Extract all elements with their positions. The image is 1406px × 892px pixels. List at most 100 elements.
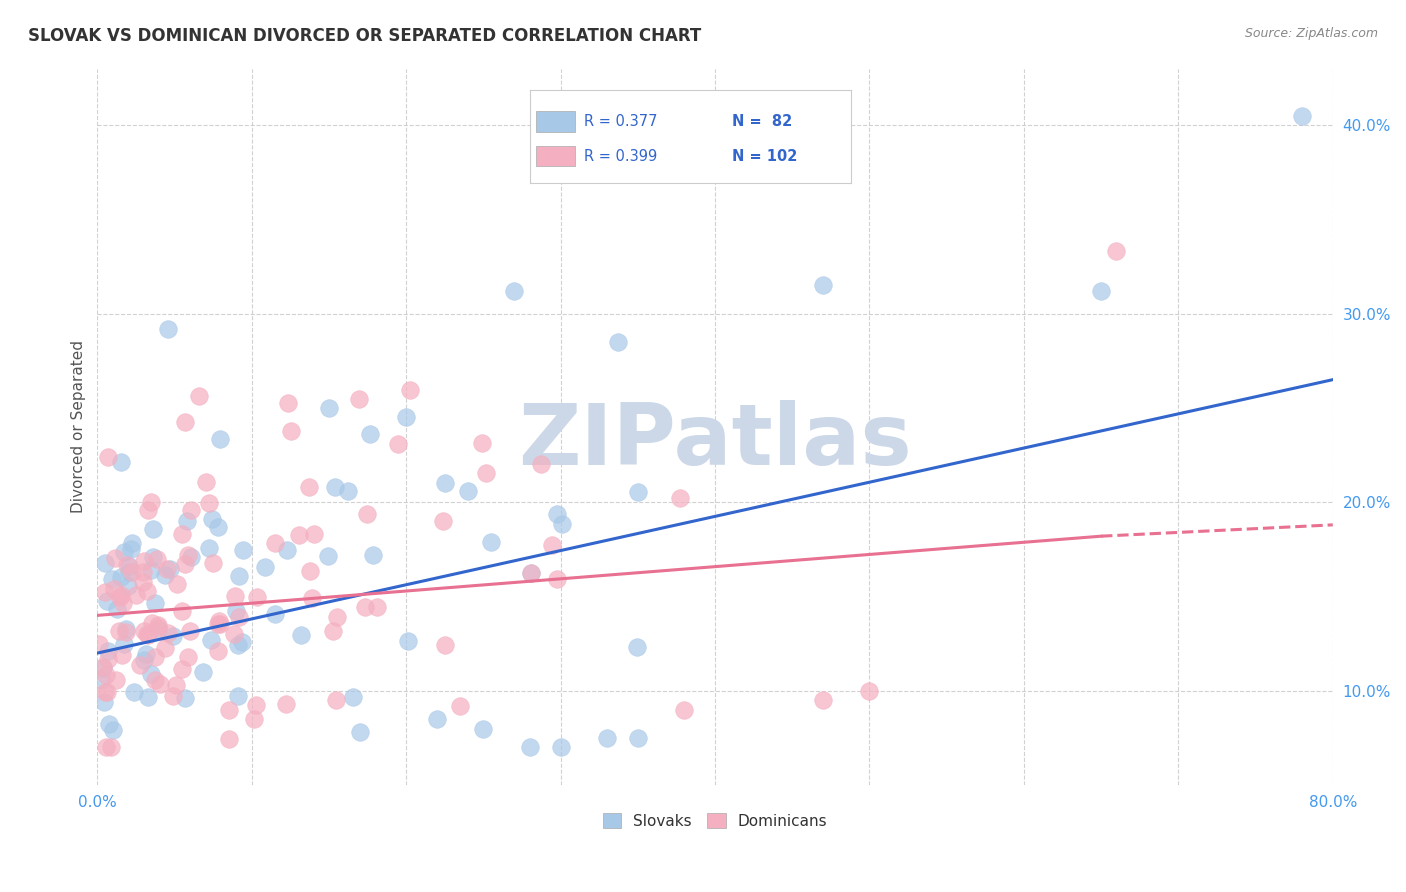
Point: [132, 653, 155, 667]
Point: [94, 585, 117, 599]
Point: [174, 558, 197, 572]
Point: [200, 633, 222, 648]
Point: [94, 684, 117, 698]
Point: [228, 689, 250, 703]
Point: [134, 554, 156, 568]
Point: [297, 480, 319, 494]
Point: [110, 588, 132, 602]
Point: [100, 572, 122, 586]
Point: [457, 483, 479, 498]
Point: [349, 725, 371, 739]
Point: [132, 624, 155, 639]
Point: [207, 644, 229, 658]
Point: [132, 565, 155, 579]
Text: ZIPatlas: ZIPatlas: [519, 400, 912, 483]
Point: [96, 450, 118, 464]
Legend: Slovaks, Dominicans: Slovaks, Dominicans: [596, 806, 834, 835]
Point: [359, 427, 381, 442]
Point: [225, 604, 247, 618]
Point: [107, 602, 129, 616]
Point: [143, 649, 166, 664]
Text: SLOVAK VS DOMINICAN DIVORCED OR SEPARATED CORRELATION CHART: SLOVAK VS DOMINICAN DIVORCED OR SEPARATE…: [28, 27, 702, 45]
Point: [1090, 284, 1112, 298]
Point: [135, 627, 157, 641]
Point: [162, 689, 184, 703]
Point: [96, 739, 118, 754]
Point: [290, 628, 312, 642]
Point: [121, 536, 143, 550]
Point: [94, 667, 117, 681]
Point: [112, 637, 135, 651]
Point: [90, 673, 112, 688]
Point: [323, 480, 346, 494]
Point: [224, 627, 246, 641]
Point: [551, 517, 574, 532]
Point: [811, 693, 834, 707]
Point: [550, 740, 572, 755]
Point: [91, 661, 114, 675]
Point: [669, 491, 692, 505]
Point: [426, 712, 449, 726]
Point: [198, 541, 221, 555]
Point: [111, 596, 134, 610]
Point: [180, 503, 202, 517]
Point: [121, 566, 143, 580]
Point: [143, 673, 166, 687]
Point: [434, 638, 457, 652]
Point: [110, 569, 132, 583]
Point: [347, 392, 370, 406]
Point: [201, 511, 224, 525]
Point: [218, 703, 240, 717]
Point: [325, 693, 347, 707]
Point: [201, 556, 224, 570]
Point: [110, 455, 132, 469]
Point: [153, 641, 176, 656]
Point: [361, 548, 384, 562]
Point: [128, 658, 150, 673]
Text: Source: ZipAtlas.com: Source: ZipAtlas.com: [1244, 27, 1378, 40]
Point: [226, 638, 249, 652]
Point: [155, 567, 177, 582]
Point: [228, 610, 250, 624]
Point: [302, 526, 325, 541]
Point: [471, 435, 494, 450]
Point: [173, 416, 195, 430]
Point: [117, 565, 139, 579]
Point: [120, 542, 142, 557]
Point: [96, 685, 118, 699]
Point: [472, 722, 495, 736]
Point: [298, 564, 321, 578]
Point: [276, 543, 298, 558]
Point: [626, 640, 648, 655]
Point: [125, 588, 148, 602]
Point: [1291, 109, 1313, 123]
Point: [187, 389, 209, 403]
Point: [180, 550, 202, 565]
Point: [110, 648, 132, 662]
Point: [143, 596, 166, 610]
Point: [142, 522, 165, 536]
Point: [218, 731, 240, 746]
Point: [104, 673, 127, 688]
Point: [165, 678, 187, 692]
Point: [318, 401, 340, 415]
Point: [224, 589, 246, 603]
Point: [398, 383, 420, 397]
Point: [170, 526, 193, 541]
Point: [173, 690, 195, 705]
Point: [118, 559, 141, 574]
Point: [366, 600, 388, 615]
Point: [136, 583, 159, 598]
Point: [519, 566, 541, 580]
Point: [96, 594, 118, 608]
Point: [395, 410, 418, 425]
Point: [89, 636, 111, 650]
Point: [93, 556, 115, 570]
Point: [316, 549, 339, 563]
Point: [142, 550, 165, 565]
Point: [179, 624, 201, 639]
Point: [342, 690, 364, 704]
Point: [519, 740, 541, 755]
Point: [98, 716, 121, 731]
Point: [449, 699, 471, 714]
